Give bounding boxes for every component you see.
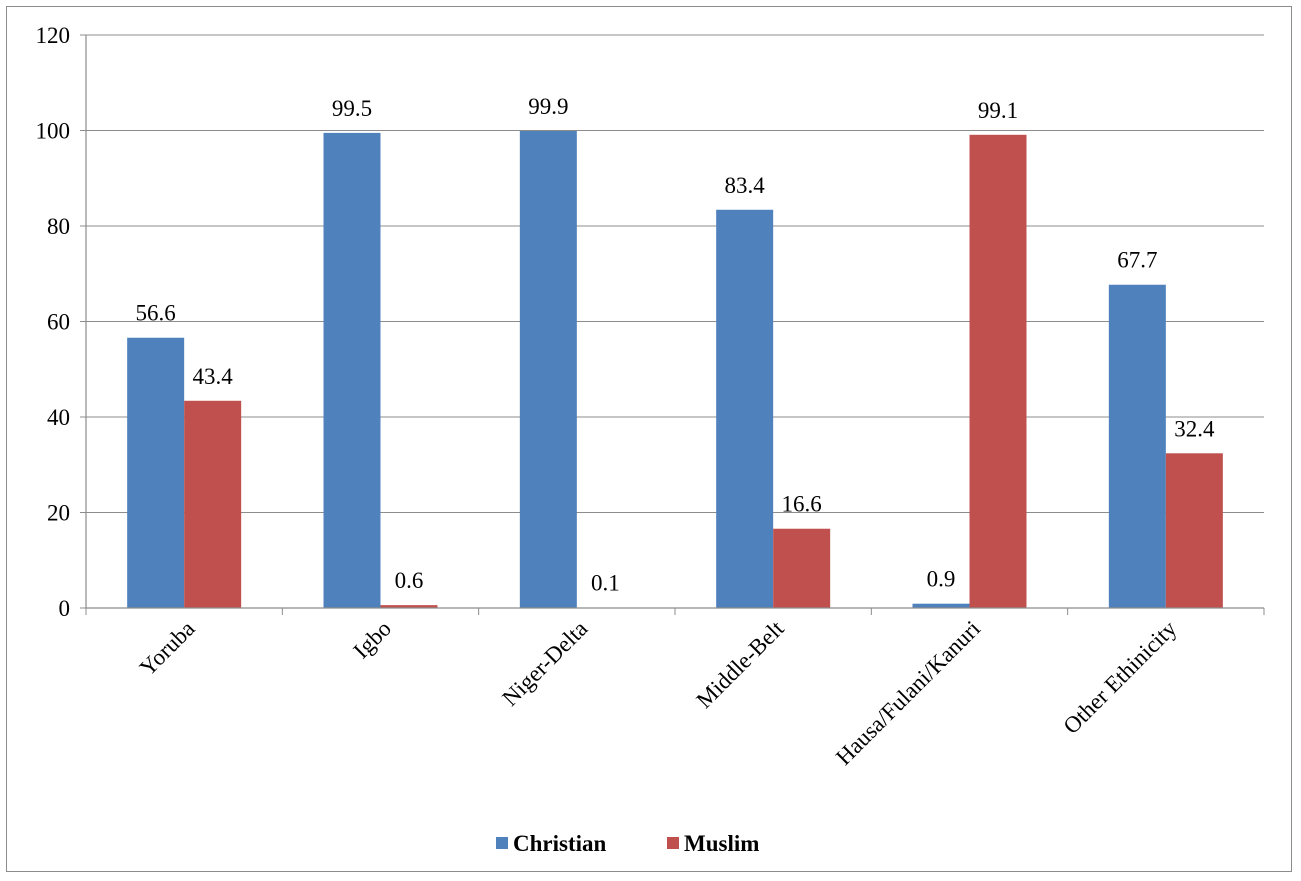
x-tick-label: Hausa/Fulani/Kanuri [831, 616, 985, 770]
gridlines [86, 34, 1264, 513]
y-tick-label: 60 [47, 310, 70, 335]
legend-swatch-muslim [667, 837, 679, 849]
data-label: 99.1 [978, 98, 1018, 123]
data-label: 99.9 [528, 94, 568, 119]
legend: Christian Muslim [496, 831, 759, 856]
x-tick-label: Yoruba [135, 616, 200, 681]
y-tick-label: 120 [36, 23, 71, 48]
y-tick-label: 40 [47, 405, 70, 430]
x-tick-label: Middle-Belt [692, 615, 790, 713]
data-label: 0.9 [927, 567, 956, 592]
data-label: 67.7 [1117, 248, 1157, 273]
y-tick-label: 100 [36, 119, 71, 144]
bar-christian [519, 130, 577, 609]
legend-label-christian: Christian [513, 831, 607, 856]
bar-christian [323, 132, 381, 608]
bar-christian [1108, 284, 1166, 608]
data-label: 83.4 [725, 173, 766, 198]
data-label: 0.6 [395, 568, 424, 593]
bar-muslim [380, 605, 438, 608]
bar-muslim [184, 400, 242, 608]
y-tick-label: 0 [59, 596, 71, 621]
bar-christian [912, 603, 970, 608]
bar-muslim [969, 134, 1027, 609]
data-labels: 56.6 43.4 99.5 0.6 99.9 0.1 83.4 16.6 0.9 99.1 67.… [136, 94, 1215, 596]
x-tick-label: Niger-Delta [497, 616, 592, 711]
data-label: 43.4 [193, 364, 234, 389]
y-axis-ticks: 0 20 40 60 80 100 120 [36, 23, 86, 621]
legend-label-muslim: Muslim [684, 831, 759, 856]
data-label: 32.4 [1174, 416, 1215, 441]
bar-muslim [1165, 453, 1223, 608]
data-label: 0.1 [591, 571, 620, 596]
data-label: 56.6 [136, 301, 176, 326]
bars [127, 130, 1223, 609]
y-tick-label: 80 [47, 214, 70, 239]
bar-christian [716, 209, 774, 608]
bar-muslim [773, 528, 831, 608]
y-tick-label: 20 [47, 501, 70, 526]
x-axis-ticks: Yoruba Igbo Niger-Delta Middle-Belt Hausa/Fu… [85, 608, 1265, 770]
x-tick-label: Igbo [349, 616, 396, 663]
legend-swatch-christian [496, 837, 508, 849]
data-label: 16.6 [782, 492, 822, 517]
bar-christian [127, 337, 185, 608]
data-label: 99.5 [332, 96, 372, 121]
x-tick-label: Other Ethinicity [1058, 616, 1181, 739]
